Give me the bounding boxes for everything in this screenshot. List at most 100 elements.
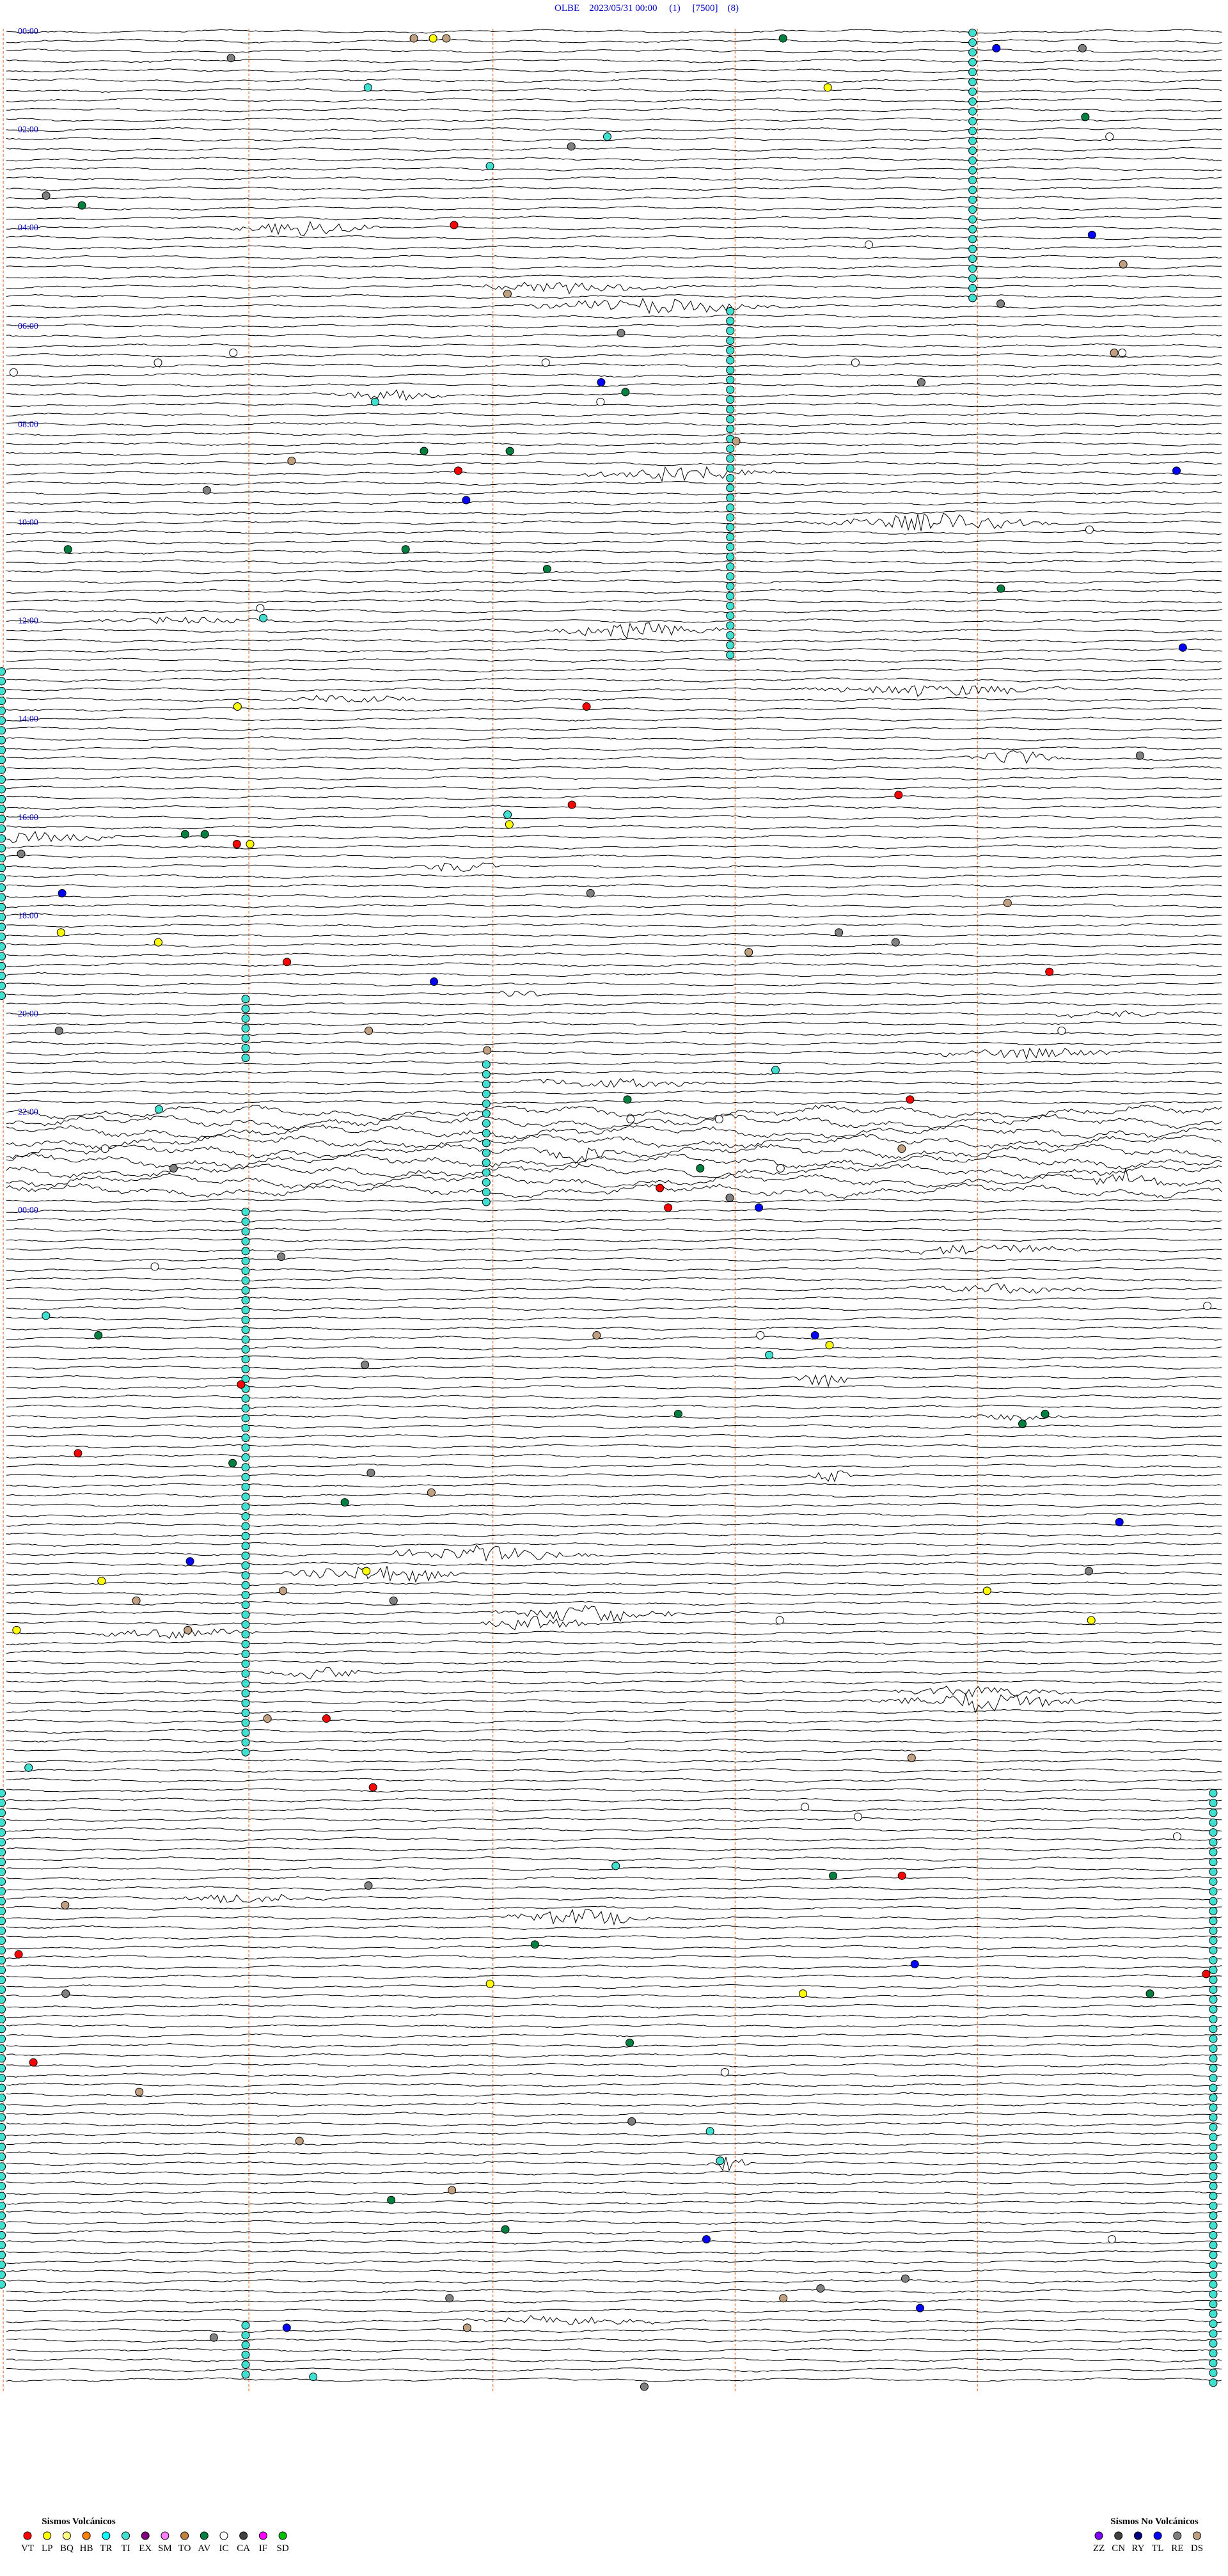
event-dot xyxy=(916,2303,925,2312)
event-dot xyxy=(0,1926,6,1935)
trace xyxy=(6,677,1222,683)
event-dot xyxy=(241,1364,250,1373)
trace xyxy=(6,599,1222,604)
event-dot xyxy=(726,326,735,335)
event-dot xyxy=(1209,2172,1218,2181)
legend-code: DS xyxy=(1191,2543,1203,2554)
event-dot xyxy=(241,1286,250,1295)
event-dot xyxy=(0,765,6,774)
event-dot xyxy=(241,1748,250,1757)
event-dot xyxy=(241,1267,250,1276)
trace xyxy=(6,2033,1222,2039)
trace xyxy=(6,2101,1222,2107)
event-dot xyxy=(726,366,735,375)
trace xyxy=(6,451,1222,457)
event-dot xyxy=(726,612,735,620)
event-dot xyxy=(0,824,6,833)
event-dot xyxy=(726,562,735,571)
event-dot xyxy=(387,2195,396,2204)
trace xyxy=(6,1316,1222,1322)
event-dot xyxy=(1110,349,1119,358)
trace xyxy=(6,622,1222,639)
event-dot xyxy=(169,1164,178,1173)
event-dot xyxy=(726,581,735,590)
event-dot xyxy=(202,486,211,495)
event-dot xyxy=(1209,1877,1218,1886)
trace xyxy=(6,1964,1222,1970)
trace xyxy=(6,1807,1222,1813)
trace xyxy=(6,510,1222,516)
trace xyxy=(6,972,1222,977)
trace xyxy=(6,389,1222,401)
legend-dot xyxy=(180,2531,189,2540)
trace xyxy=(6,1047,1222,1061)
trace xyxy=(6,962,1222,967)
event-dot xyxy=(656,1183,665,1192)
trace xyxy=(6,48,1222,54)
event-dot xyxy=(0,2083,6,2092)
event-dot xyxy=(853,1812,862,1821)
event-dot xyxy=(968,146,977,155)
event-dot xyxy=(778,34,787,43)
trace xyxy=(6,2210,1222,2215)
trace xyxy=(6,1798,1222,1803)
trace xyxy=(6,530,1222,535)
event-dot xyxy=(241,1728,250,1737)
event-dot xyxy=(0,2054,6,2063)
legend-dot xyxy=(200,2531,209,2540)
trace xyxy=(6,313,1222,319)
event-dot xyxy=(530,1940,539,1949)
legend-code: TL xyxy=(1152,2543,1163,2554)
trace xyxy=(6,1876,1222,1881)
trace xyxy=(6,1167,1222,1189)
event-dot xyxy=(1119,260,1128,269)
event-dot xyxy=(241,1561,250,1570)
event-dot xyxy=(241,2350,250,2359)
trace xyxy=(6,1257,1222,1262)
event-dot xyxy=(771,1066,780,1075)
event-dot xyxy=(823,83,832,92)
event-dot xyxy=(482,1158,491,1167)
trace xyxy=(6,2122,1222,2127)
trace xyxy=(6,579,1222,585)
event-dot xyxy=(968,225,977,233)
event-dot xyxy=(726,317,735,326)
trace xyxy=(6,1566,1222,1583)
event-dot xyxy=(482,1070,491,1079)
event-dot xyxy=(63,545,72,554)
event-dot xyxy=(409,34,418,43)
event-dot xyxy=(1209,2064,1218,2073)
event-dot xyxy=(241,1600,250,1609)
event-dot xyxy=(0,2064,6,2073)
event-dot xyxy=(726,601,735,610)
legend-code: TR xyxy=(100,2543,112,2554)
event-dot xyxy=(0,972,6,981)
event-dot xyxy=(617,329,626,338)
event-dot xyxy=(1172,1832,1181,1841)
trace xyxy=(6,1640,1222,1646)
legend-code: HB xyxy=(80,2543,93,2554)
event-dot xyxy=(726,493,735,502)
event-dot xyxy=(241,1217,250,1226)
legend-code: RE xyxy=(1171,2543,1183,2554)
hour-label: 00:00 xyxy=(18,27,38,36)
event-dot xyxy=(891,938,900,947)
event-dot xyxy=(77,201,86,210)
trace xyxy=(6,805,1222,810)
legend-code: BQ xyxy=(60,2543,74,2554)
event-dot xyxy=(94,1331,103,1340)
trace xyxy=(6,1906,1222,1911)
event-dot xyxy=(906,1095,915,1104)
trace xyxy=(6,1041,1222,1046)
legend-code: TI xyxy=(121,2543,130,2554)
event-dot xyxy=(56,928,65,937)
event-dot xyxy=(17,849,26,858)
event-dot xyxy=(968,294,977,303)
trace xyxy=(6,952,1222,958)
hour-label: 22:00 xyxy=(18,1108,38,1118)
event-dot xyxy=(968,274,977,283)
event-dot xyxy=(364,1881,373,1890)
trace xyxy=(6,1164,1222,1180)
trace xyxy=(6,1542,1222,1547)
event-dot xyxy=(450,221,459,230)
